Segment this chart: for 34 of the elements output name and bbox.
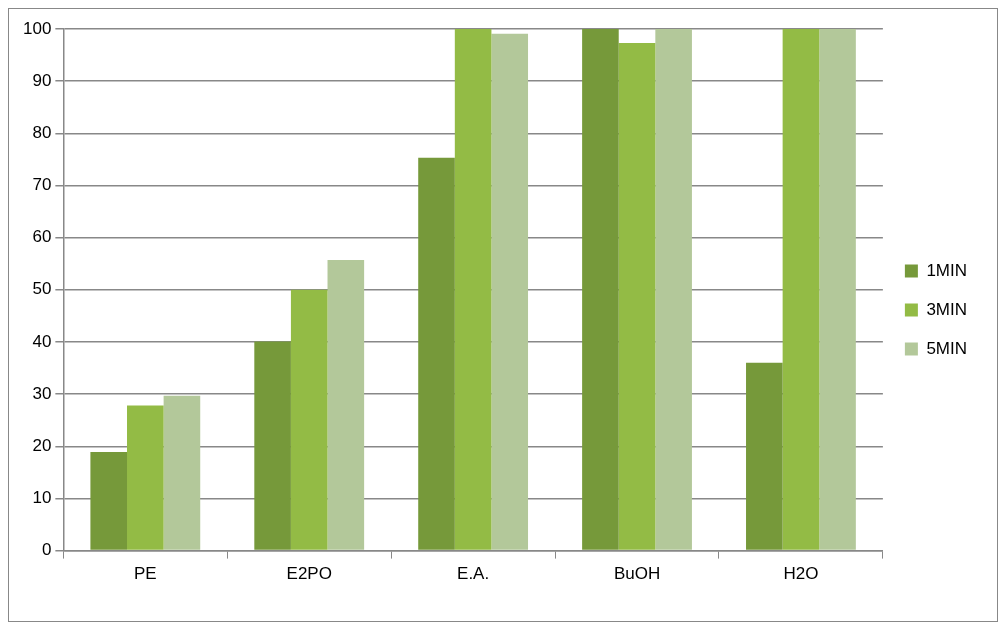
y-tick-label: 100 [22,18,52,38]
bar [163,395,201,550]
y-tick-label: 20 [32,435,52,455]
bar [90,452,128,550]
bar [254,341,291,550]
bar [327,260,365,550]
bar [746,362,783,550]
bar [618,43,656,550]
x-tick-label: E.A. [457,564,490,584]
y-tick-label: 0 [41,540,52,560]
y-tick-label: 50 [32,279,52,299]
y-tick-label: 90 [32,70,52,90]
x-tick-label: BuOH [613,564,661,584]
bar [655,29,692,550]
y-tick-label: 70 [32,175,52,195]
y-tick-label: 60 [32,227,52,247]
bar [582,29,619,550]
bar [782,29,820,550]
bar [127,405,164,550]
legend-label: 3MIN [926,299,968,319]
x-tick-label: PE [133,564,157,584]
legend-label: 1MIN [926,260,968,280]
y-tick-label: 80 [32,123,52,143]
x-tick-label: E2PO [286,564,332,584]
legend-label: 5MIN [926,338,968,358]
x-tick-label: H2O [783,564,819,584]
bar [491,33,529,550]
y-tick-label: 30 [32,383,52,403]
bar [290,289,328,550]
bar [418,157,455,550]
y-tick-label: 40 [32,331,52,351]
bar [819,29,856,550]
y-tick-label: 10 [32,488,52,508]
bar [454,29,492,550]
